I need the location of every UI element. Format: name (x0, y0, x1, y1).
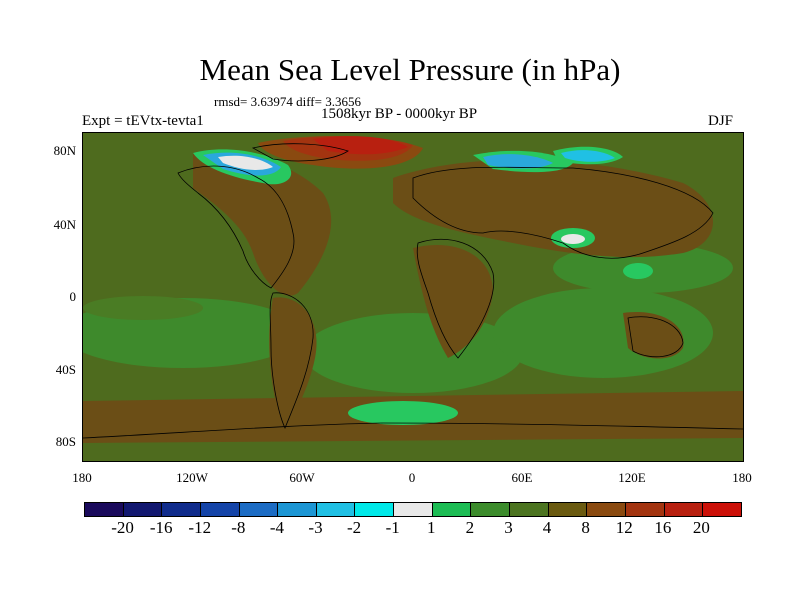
colorbar-box (548, 503, 588, 516)
colorbar-label: -20 (111, 518, 134, 537)
africa-field (413, 245, 493, 358)
colorbar-label: -16 (149, 518, 173, 537)
australia-field (623, 312, 684, 359)
ocean-zone-s-atlantic (303, 313, 523, 393)
lat-tick-0: 0 (69, 289, 77, 304)
lat-tick-40s: 40S (55, 362, 76, 377)
tibet-low-core (561, 234, 585, 244)
colorbar-box (432, 503, 472, 516)
siberia-low-mid (561, 150, 615, 162)
colorbar-label: -1 (385, 518, 400, 537)
colorbar-box (703, 503, 741, 516)
period-label: 1508kyr BP - 0000kyr BP (321, 106, 478, 122)
colorbar-box (625, 503, 665, 516)
colorbar (84, 502, 742, 517)
colorbar-box (587, 503, 626, 516)
chart-title: Mean Sea Level Pressure (in hPa) (199, 52, 621, 87)
canada-low-core (218, 155, 273, 170)
colorbar-box (85, 503, 124, 516)
colorbar-label: 4 (542, 518, 552, 537)
coastline-south-america (269, 292, 314, 430)
colorbar-label: 20 (692, 518, 710, 537)
colorbar-box (394, 503, 433, 516)
scandinavia-low-mid (483, 154, 553, 169)
colorbar-box (239, 503, 279, 516)
lat-tick-80n: 80N (53, 143, 76, 158)
colorbar-box (471, 503, 511, 516)
coastline-north-america (177, 165, 295, 289)
colorbar-label: -4 (269, 518, 285, 537)
coastline-australia (627, 316, 684, 358)
arctic-high-core (313, 136, 408, 155)
lon-tick-180-left: 180 (72, 470, 92, 485)
coastlines (83, 143, 743, 439)
colorbar-label: 8 (581, 518, 590, 537)
lon-tick-60e: 60E (511, 470, 533, 485)
colorbar-box (162, 503, 201, 516)
lon-tick-0: 0 (408, 470, 416, 485)
colorbar-label: -8 (231, 518, 246, 537)
coastline-africa (416, 238, 495, 359)
colorbar-label: 12 (615, 518, 633, 537)
lon-tick-120w: 120W (176, 470, 208, 485)
coastline-eurasia (412, 166, 714, 259)
north-america-field (193, 150, 332, 296)
rmsd-diff-label: rmsd= 3.63974 diff= 3.3656 (214, 94, 361, 109)
lon-tick-120e: 120E (618, 470, 646, 485)
colorbar-box (355, 503, 395, 516)
colorbar-box (200, 503, 240, 516)
colorbar-label: -2 (347, 518, 362, 537)
colorbar-label: 2 (465, 518, 475, 537)
coastline-antarctica (83, 422, 743, 439)
colorbar-label: 16 (654, 518, 672, 537)
season-label: DJF (708, 113, 734, 129)
colorbar-label: 1 (427, 518, 436, 537)
eurasia-field (393, 159, 713, 258)
lat-tick-80s: 80S (55, 434, 76, 449)
south-atlantic-bright (348, 401, 458, 425)
colorbar-box (278, 503, 317, 516)
lat-tick-40n: 40N (53, 217, 76, 232)
colorbar-box (123, 503, 163, 516)
antarctic-field (83, 443, 743, 461)
ocean-zone-e-pacific (83, 296, 203, 320)
lon-tick-60w: 60W (289, 470, 315, 485)
lon-tick-180-right: 180 (732, 470, 752, 485)
experiment-label: Expt = tEVtx-tevta1 (82, 113, 204, 129)
colorbar-box (510, 503, 549, 516)
coastline-greenland (251, 143, 349, 162)
map-canvas (83, 133, 743, 461)
colorbar-box (316, 503, 356, 516)
colorbar-label: 3 (504, 518, 513, 537)
colorbar-label: -12 (188, 518, 212, 537)
north-pacific-bright (623, 263, 653, 279)
pressure-anomaly-map (82, 132, 744, 462)
colorbar-label: -3 (308, 518, 323, 537)
colorbar-box (664, 503, 704, 516)
